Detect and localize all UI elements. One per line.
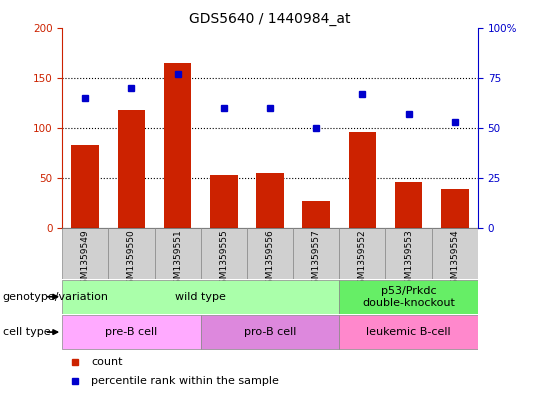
Bar: [386, 228, 431, 279]
Bar: [302, 201, 330, 228]
Bar: [71, 145, 99, 228]
Bar: [339, 280, 478, 314]
Text: cell type: cell type: [3, 327, 50, 337]
Bar: [62, 315, 201, 349]
Bar: [339, 315, 478, 349]
Bar: [441, 189, 469, 228]
Text: GSM1359549: GSM1359549: [80, 230, 90, 290]
Text: GSM1359555: GSM1359555: [219, 230, 228, 290]
Text: GSM1359552: GSM1359552: [358, 230, 367, 290]
Bar: [395, 182, 422, 228]
Text: GSM1359556: GSM1359556: [266, 230, 274, 290]
Bar: [247, 228, 293, 279]
Bar: [201, 228, 247, 279]
Bar: [62, 280, 339, 314]
Bar: [339, 228, 386, 279]
Text: pre-B cell: pre-B cell: [105, 327, 158, 337]
Text: GSM1359554: GSM1359554: [450, 230, 460, 290]
Text: p53/Prkdc
double-knockout: p53/Prkdc double-knockout: [362, 286, 455, 307]
Bar: [210, 175, 238, 228]
Text: wild type: wild type: [176, 292, 226, 302]
Bar: [164, 62, 192, 228]
Text: pro-B cell: pro-B cell: [244, 327, 296, 337]
Text: leukemic B-cell: leukemic B-cell: [366, 327, 451, 337]
Bar: [109, 228, 154, 279]
Text: GSM1359557: GSM1359557: [312, 230, 321, 290]
Text: GSM1359553: GSM1359553: [404, 230, 413, 290]
Text: genotype/variation: genotype/variation: [3, 292, 109, 302]
Bar: [201, 315, 339, 349]
Text: count: count: [91, 357, 123, 367]
Text: GSM1359550: GSM1359550: [127, 230, 136, 290]
Bar: [118, 110, 145, 228]
Bar: [431, 228, 478, 279]
Text: percentile rank within the sample: percentile rank within the sample: [91, 376, 279, 386]
Bar: [293, 228, 339, 279]
Bar: [154, 228, 201, 279]
Bar: [62, 228, 109, 279]
Text: GSM1359551: GSM1359551: [173, 230, 182, 290]
Title: GDS5640 / 1440984_at: GDS5640 / 1440984_at: [189, 13, 351, 26]
Bar: [256, 173, 284, 228]
Bar: [348, 132, 376, 228]
